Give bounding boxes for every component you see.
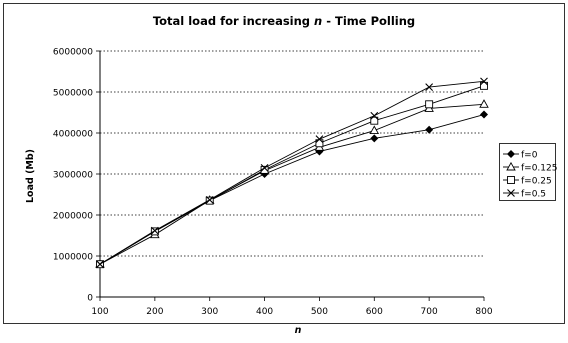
marker-diamond	[480, 110, 488, 119]
legend-item: f=0.25	[503, 176, 552, 187]
legend-item: f=0.125	[503, 161, 557, 174]
series-2	[95, 99, 489, 268]
marker-x	[315, 135, 324, 144]
marker-x	[425, 83, 434, 91]
y-tick-label: 6000000	[53, 48, 93, 58]
series-line	[99, 114, 485, 265]
series-line	[99, 80, 485, 265]
y-axis-label: Load (Mb)	[25, 149, 36, 203]
marker-square	[425, 100, 434, 109]
x-tick-label: 800	[475, 307, 492, 317]
marker-x	[96, 260, 104, 269]
marker-diamond	[425, 125, 434, 134]
x-axis-label: n	[295, 325, 302, 336]
x-tick-label: 100	[91, 307, 108, 317]
y-tick-label: 0	[87, 294, 93, 304]
legend: f=0 f=0.125 f=0.25 f=0.5	[499, 143, 557, 201]
y-tick-label: 3000000	[53, 171, 93, 181]
legend-label: f=0.125	[521, 164, 557, 174]
marker-x	[507, 189, 515, 197]
marker-square	[150, 227, 159, 236]
marker-x	[150, 226, 159, 235]
marker-x	[260, 163, 269, 172]
x-tick-label: 500	[311, 307, 328, 317]
y-tick-label: 5000000	[53, 89, 93, 99]
marker-diamond	[370, 134, 379, 143]
marker-triangle	[369, 125, 380, 134]
marker-square	[205, 196, 214, 205]
series-4	[96, 77, 488, 269]
x-tick-label: 700	[421, 307, 438, 317]
x-tick-label: 600	[366, 307, 383, 317]
x-tick-label: 400	[256, 307, 273, 317]
x-tick-label: 200	[146, 307, 163, 317]
marker-square	[370, 116, 379, 125]
marker-square	[480, 81, 488, 90]
marker-triangle	[506, 161, 516, 171]
series-line	[99, 103, 485, 265]
x-tick-label: 300	[201, 307, 218, 317]
marker-diamond	[507, 150, 515, 158]
marker-square	[507, 176, 515, 184]
legend-item: f=0.5	[503, 189, 546, 200]
chart-title: Total load for increasing n - Time Polli…	[153, 14, 415, 28]
y-tick-label: 4000000	[53, 130, 93, 140]
legend-label: f=0.5	[521, 190, 546, 200]
legend-label: f=0.25	[521, 177, 552, 187]
y-tick-label: 2000000	[53, 212, 93, 222]
series-3	[96, 81, 488, 269]
marker-x	[480, 77, 488, 86]
marker-triangle	[479, 99, 489, 108]
marker-x	[205, 195, 214, 204]
y-tick-label: 1000000	[53, 253, 93, 263]
series-1	[96, 110, 488, 269]
legend-item: f=0	[503, 150, 538, 161]
legend-label: f=0	[521, 151, 538, 161]
series-line	[99, 85, 485, 265]
chart-border	[3, 3, 565, 324]
marker-x	[370, 111, 379, 120]
